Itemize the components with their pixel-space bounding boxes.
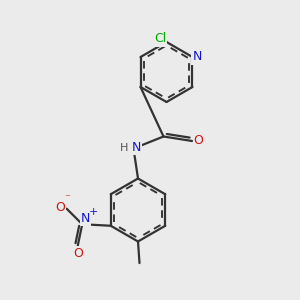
Text: N: N (80, 212, 90, 225)
Text: Cl: Cl (154, 32, 166, 46)
Text: N: N (192, 50, 202, 64)
Text: N: N (132, 141, 141, 154)
Text: ⁻: ⁻ (64, 194, 70, 204)
Text: O: O (73, 247, 83, 260)
Text: O: O (55, 201, 65, 214)
Text: O: O (194, 134, 203, 148)
Text: +: + (89, 207, 98, 217)
Text: H: H (120, 143, 128, 153)
